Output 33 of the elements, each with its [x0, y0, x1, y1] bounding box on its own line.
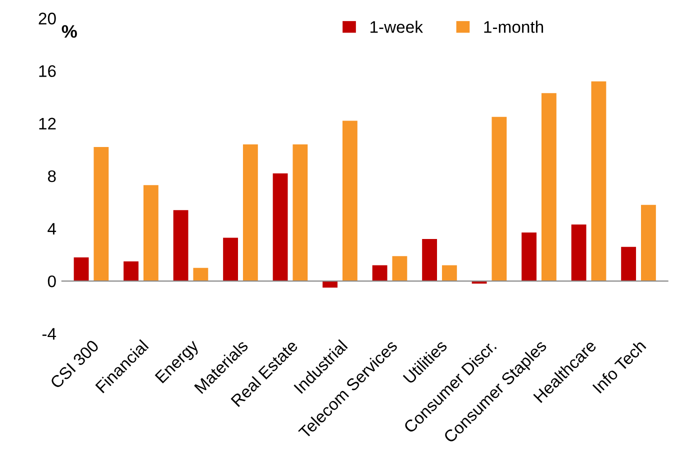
bar	[342, 120, 358, 282]
legend-label: 1-week	[370, 20, 423, 33]
bar	[322, 281, 338, 288]
y-tick-label: 0	[48, 275, 56, 288]
bar	[242, 144, 258, 282]
bar	[621, 246, 636, 282]
bar	[571, 224, 586, 282]
bar	[392, 256, 408, 282]
bar	[272, 173, 288, 282]
bar	[143, 185, 158, 282]
bar	[223, 238, 238, 282]
y-axis-title: %	[62, 25, 77, 38]
bar	[591, 81, 606, 282]
bar	[193, 268, 208, 282]
bar	[124, 261, 138, 282]
y-tick-label: 8	[48, 170, 56, 182]
bar	[442, 265, 457, 282]
legend-label: 1-month	[484, 20, 544, 33]
y-tick-label: -4	[42, 328, 56, 340]
bar	[522, 232, 537, 282]
y-tick-label: 16	[39, 65, 56, 78]
bar	[541, 93, 556, 282]
bar	[292, 144, 308, 282]
bar	[640, 204, 656, 282]
bar	[173, 210, 188, 282]
y-tick-label: 12	[39, 118, 56, 130]
bar	[422, 239, 438, 282]
bar	[492, 116, 507, 282]
bar	[372, 265, 388, 282]
bar	[74, 257, 89, 282]
y-tick-label: 4	[48, 223, 56, 235]
bar	[94, 147, 109, 282]
y-tick-label: 20	[38, 12, 56, 24]
